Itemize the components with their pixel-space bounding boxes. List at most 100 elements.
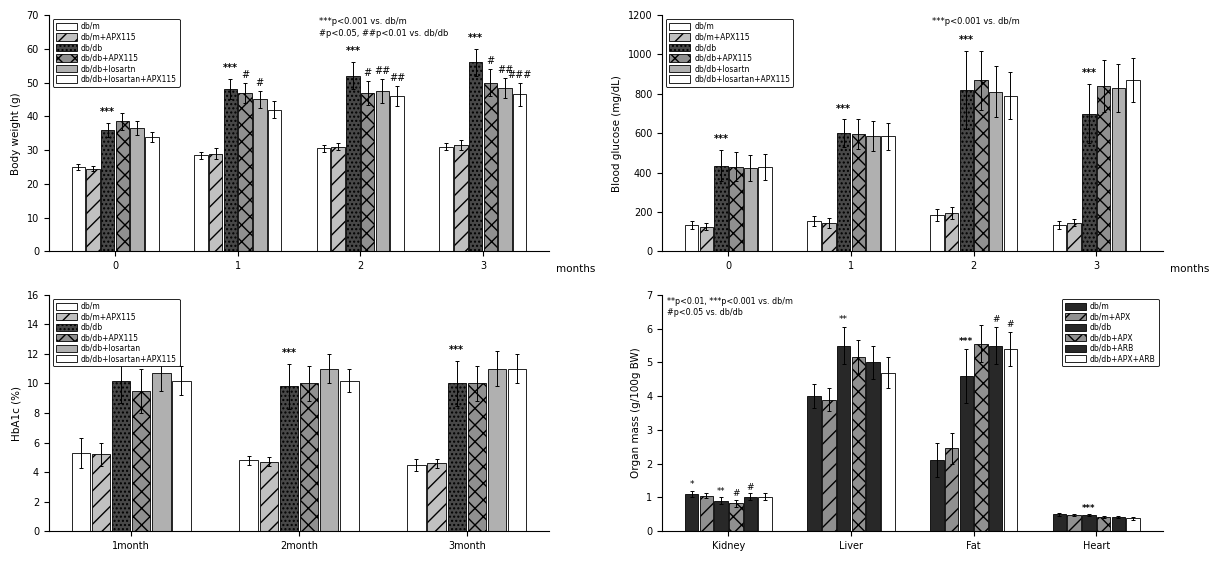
Bar — [238, 93, 251, 251]
Bar — [808, 221, 821, 251]
Bar — [300, 383, 318, 531]
Text: ***: *** — [959, 35, 974, 44]
Legend: db/m, db/m+APX, db/db, db/db+APX, db/db+ARB, db/db+APX+ARB: db/m, db/m+APX, db/db, db/db+APX, db/db+… — [1061, 299, 1159, 366]
Text: ***: *** — [836, 103, 852, 114]
Bar — [866, 136, 880, 251]
Y-axis label: Organ mass (g/100g BW): Organ mass (g/100g BW) — [631, 348, 640, 478]
Text: ##: ## — [497, 65, 514, 75]
Bar — [975, 80, 988, 251]
Text: ***: *** — [100, 107, 115, 117]
Text: ##: ## — [375, 66, 390, 76]
Text: ***p<0.001 vs. db/m: ***p<0.001 vs. db/m — [932, 17, 1020, 26]
Bar — [132, 391, 150, 531]
Bar — [488, 369, 506, 531]
Y-axis label: Blood glucose (mg/dL): Blood glucose (mg/dL) — [612, 75, 622, 192]
Legend: db/m, db/m+APX115, db/db, db/db+APX115, db/db+losartn, db/db+losartan+APX115: db/m, db/m+APX115, db/db, db/db+APX115, … — [52, 19, 179, 87]
Bar — [253, 99, 266, 251]
Bar — [439, 147, 453, 251]
Text: ***: *** — [345, 47, 360, 56]
Bar — [808, 396, 821, 531]
Bar — [759, 167, 772, 251]
Bar — [267, 110, 282, 251]
Bar — [989, 346, 1003, 531]
Bar — [1082, 515, 1096, 531]
Bar — [1111, 517, 1125, 531]
Bar — [376, 91, 389, 251]
Bar — [1082, 114, 1096, 251]
Bar — [1068, 223, 1081, 251]
Bar — [866, 362, 880, 531]
Bar — [744, 167, 758, 251]
Bar — [407, 465, 426, 531]
Bar — [390, 96, 404, 251]
Bar — [975, 344, 988, 531]
Bar — [172, 380, 190, 531]
Bar — [699, 496, 714, 531]
Bar — [1068, 515, 1081, 531]
Bar — [512, 94, 527, 251]
Text: ***: *** — [282, 348, 296, 359]
Bar — [822, 223, 836, 251]
Bar — [1126, 518, 1139, 531]
Bar — [852, 357, 865, 531]
Y-axis label: HbA1c (%): HbA1c (%) — [11, 386, 21, 441]
Text: ***: *** — [468, 33, 483, 43]
Bar — [454, 145, 467, 251]
Text: ***: *** — [1082, 504, 1096, 513]
Legend: db/m, db/m+APX115, db/db, db/db+APX115, db/db+losartn, db/db+losartan+APX115: db/m, db/m+APX115, db/db, db/db+APX115, … — [666, 19, 793, 87]
Bar — [944, 213, 959, 251]
Text: #: # — [487, 56, 494, 66]
Bar — [145, 137, 159, 251]
Bar — [92, 454, 110, 531]
Bar — [340, 380, 359, 531]
Bar — [1004, 349, 1017, 531]
Bar — [508, 369, 527, 531]
Bar — [1004, 96, 1017, 251]
Bar — [714, 166, 728, 251]
Text: ***: *** — [223, 64, 238, 73]
Text: ###: ### — [508, 70, 532, 80]
Text: ***: *** — [959, 337, 974, 346]
Bar — [881, 136, 894, 251]
Text: **: ** — [717, 487, 726, 496]
Text: #: # — [256, 78, 264, 88]
Text: **p<0.01, ***p<0.001 vs. db/m
#p<0.05 vs. db/db: **p<0.01, ***p<0.001 vs. db/m #p<0.05 vs… — [667, 297, 793, 318]
Bar — [239, 460, 257, 531]
Bar — [759, 497, 772, 531]
Bar — [346, 76, 360, 251]
Bar — [684, 225, 698, 251]
Bar — [1097, 86, 1110, 251]
Bar — [930, 460, 943, 531]
Bar — [881, 373, 894, 531]
Bar — [87, 169, 100, 251]
Bar — [837, 133, 850, 251]
Bar — [930, 215, 943, 251]
Text: ##: ## — [389, 73, 405, 83]
Text: #: # — [364, 68, 372, 78]
Bar — [483, 83, 497, 251]
Bar — [101, 130, 115, 251]
Bar — [714, 501, 728, 531]
Bar — [959, 90, 974, 251]
Bar — [72, 167, 85, 251]
Bar — [116, 121, 129, 251]
Bar — [448, 383, 466, 531]
Bar — [684, 494, 698, 531]
Bar — [279, 387, 298, 531]
Bar — [131, 128, 144, 251]
Bar — [209, 153, 222, 251]
Bar — [852, 134, 865, 251]
Bar — [822, 400, 836, 531]
Bar — [989, 92, 1003, 251]
Bar — [1111, 88, 1125, 251]
Text: ***p<0.001 vs. db/m
#p<0.05, ##p<0.01 vs. db/db: ***p<0.001 vs. db/m #p<0.05, ##p<0.01 vs… — [318, 17, 449, 38]
Bar — [1053, 514, 1066, 531]
Bar — [959, 376, 974, 531]
Bar — [332, 147, 345, 251]
Bar — [427, 463, 445, 531]
Text: #: # — [732, 490, 739, 498]
Legend: db/m, db/m+APX115, db/db, db/db+APX115, db/db+losartan, db/db+losartan+APX115: db/m, db/m+APX115, db/db, db/db+APX115, … — [52, 299, 179, 366]
Bar — [223, 89, 237, 251]
Bar — [699, 227, 714, 251]
Bar — [361, 93, 375, 251]
